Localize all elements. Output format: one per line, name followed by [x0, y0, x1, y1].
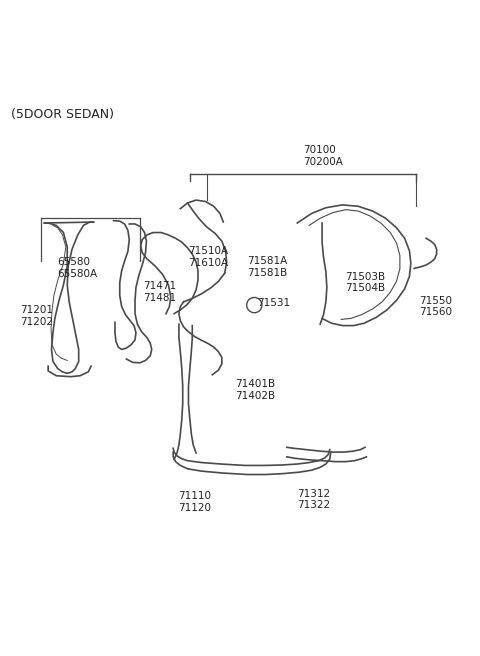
Text: 71401B
71402B: 71401B 71402B — [235, 379, 276, 401]
Text: 71531: 71531 — [257, 298, 290, 308]
Text: 71471
71481: 71471 71481 — [143, 281, 176, 303]
Text: 71550
71560: 71550 71560 — [419, 296, 452, 317]
Text: 65580
65580A: 65580 65580A — [58, 257, 98, 279]
Text: 71201
71202: 71201 71202 — [21, 305, 53, 327]
Text: 71312
71322: 71312 71322 — [297, 489, 330, 510]
Text: 71110
71120: 71110 71120 — [178, 491, 211, 513]
Text: (5DOOR SEDAN): (5DOOR SEDAN) — [11, 108, 114, 121]
Text: 70100
70200A: 70100 70200A — [303, 145, 343, 167]
Text: 71510A
71610A: 71510A 71610A — [189, 246, 228, 268]
Text: 71581A
71581B: 71581A 71581B — [247, 256, 288, 277]
Text: 71503B
71504B: 71503B 71504B — [345, 272, 385, 293]
